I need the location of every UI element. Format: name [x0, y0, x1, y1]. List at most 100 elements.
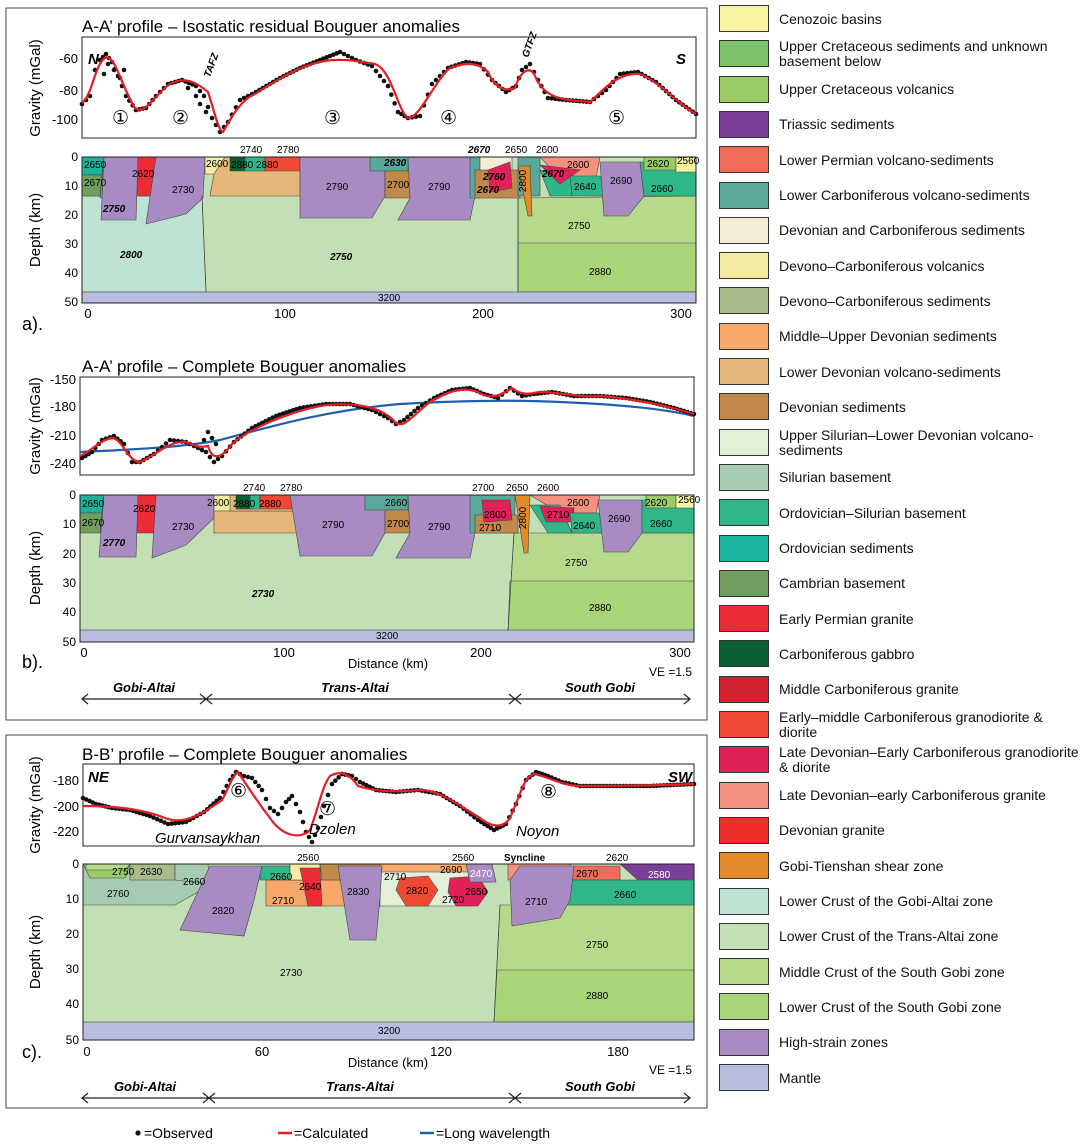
legend-label: Middle–Upper Devonian sediments: [779, 328, 997, 345]
observed-point: [293, 801, 299, 807]
observed-point: [315, 825, 321, 831]
observed-point: [256, 783, 261, 789]
legend-item: Carboniferous gabbro: [717, 640, 1077, 670]
observed-point: [263, 796, 269, 802]
legend-item: Devono–Carboniferous sediments: [717, 287, 1077, 317]
observed-point: [503, 89, 509, 95]
svg-text:2760: 2760: [482, 172, 506, 183]
observed-point: [415, 405, 421, 411]
svg-text:2660: 2660: [614, 890, 637, 901]
observed-point: [329, 781, 335, 787]
svg-text:50: 50: [66, 1033, 80, 1047]
legend-label: Upper Cretaceous volcanics: [779, 81, 955, 98]
legend-item: Lower Crust of the Gobi-Altai zone: [717, 887, 1077, 918]
svg-text:-180: -180: [53, 773, 79, 788]
svg-text:2670: 2670: [576, 869, 599, 880]
svg-text:2640: 2640: [299, 882, 322, 893]
legend-label: High-strain zones: [779, 1034, 888, 1051]
legend-item: Lower Permian volcano-sediments: [717, 146, 1077, 176]
svg-text:300: 300: [669, 645, 691, 660]
legend-swatch: [719, 781, 769, 809]
panel-c-x-ticks: 0 60 120 180: [83, 1044, 628, 1059]
observed-point: [259, 787, 265, 793]
svg-text:40: 40: [66, 997, 80, 1011]
legend-item: Early Permian granite: [717, 605, 1077, 635]
legend-label: Gobi-Tienshan shear zone: [779, 857, 944, 874]
observed-point: [205, 429, 211, 435]
observed-point: [381, 78, 387, 84]
legend-swatch: [719, 1064, 769, 1091]
legend-label: Devonian sediments: [779, 398, 906, 415]
svg-text:50: 50: [63, 635, 77, 649]
observed-point: [217, 795, 223, 801]
legend-label: Ordovician–Silurian basement: [779, 504, 966, 521]
svg-text:10: 10: [65, 179, 79, 193]
svg-text:-150: -150: [50, 372, 76, 387]
svg-text:2800: 2800: [518, 169, 529, 192]
legend-item: Lower Carboniferous volcano-sediments: [717, 181, 1077, 212]
observed-point: [121, 67, 127, 73]
panel-a-zone-2: ②: [172, 108, 189, 129]
legend-swatch: [719, 711, 769, 738]
observed-point: [337, 49, 343, 55]
observed-point: [336, 775, 341, 780]
observed-point: [279, 805, 285, 811]
svg-text:2670: 2670: [82, 518, 105, 529]
observed-point: [429, 81, 435, 87]
svg-text:20: 20: [66, 927, 80, 941]
svg-text:2630: 2630: [383, 158, 407, 169]
observed-point: [377, 411, 383, 417]
observed-point: [306, 834, 312, 840]
panel-a-calculated-curve: [81, 56, 697, 134]
svg-text:2830: 2830: [347, 887, 370, 898]
svg-text:2750: 2750: [586, 940, 609, 951]
legend-swatch: [719, 746, 769, 774]
panel-a-grav-tick: -80: [59, 83, 78, 98]
svg-text:2730: 2730: [172, 522, 195, 533]
observed-key-dot: [135, 1130, 141, 1136]
observed-point: [385, 83, 391, 89]
panel-a-x-ticks: 0 100 200 300: [84, 306, 691, 321]
panel-b-depth-ticks: 0 10 20 30 40 50: [63, 488, 77, 649]
svg-text:2710: 2710: [547, 510, 570, 521]
svg-text:2790: 2790: [428, 522, 451, 533]
observed-point: [373, 68, 379, 74]
legend-item: Lower Crust of the South Gobi zone: [717, 993, 1077, 1023]
legend-item: Silurian basement: [717, 463, 1077, 494]
panel-c-ve: VE =1.5: [649, 1063, 692, 1077]
legend-item: Gobi-Tienshan shear zone: [717, 852, 1077, 882]
svg-text:2560: 2560: [678, 495, 701, 506]
svg-text:Trans-Altai: Trans-Altai: [326, 1079, 394, 1094]
panel-b-section: [80, 495, 694, 642]
legend-label: Upper Silurian–Lower Devonian volcano-se…: [779, 426, 1034, 458]
observed-point: [417, 113, 423, 119]
svg-text:0: 0: [80, 645, 87, 660]
legend-item: Devonian and Carboniferous sediments: [717, 216, 1077, 247]
observed-point: [162, 820, 167, 825]
panel-a-grav-tick: -60: [59, 51, 78, 66]
legend-item: Devonian granite: [717, 816, 1077, 847]
panel-b-ve: VE =1.5: [649, 665, 692, 679]
panel-a-end-right: S: [676, 51, 686, 68]
observed-point: [349, 55, 355, 61]
observed-point: [519, 67, 525, 73]
panel-b-domains: Gobi-Altai Trans-Altai South Gobi: [113, 680, 635, 695]
panel-a-zone-4: ④: [440, 108, 457, 129]
legend-label: Upper Cretaceous sediments and unknown b…: [779, 38, 1048, 70]
svg-text:200: 200: [470, 645, 492, 660]
svg-text:2650: 2650: [82, 499, 105, 510]
observed-point: [211, 459, 217, 465]
svg-text:60: 60: [255, 1044, 269, 1059]
svg-text:0: 0: [71, 150, 78, 164]
legend-item: Upper Cretaceous volcanics: [717, 75, 1077, 106]
legend-swatch: [719, 499, 769, 527]
observed-point: [549, 96, 554, 101]
observed-point: [312, 832, 318, 838]
svg-text:100: 100: [274, 306, 296, 321]
observed-point: [617, 71, 623, 77]
svg-text:2880: 2880: [589, 267, 612, 278]
legend-swatch: [719, 146, 769, 174]
observed-point: [197, 101, 203, 107]
observed-point: [412, 408, 417, 414]
svg-text:South Gobi: South Gobi: [565, 1079, 635, 1094]
